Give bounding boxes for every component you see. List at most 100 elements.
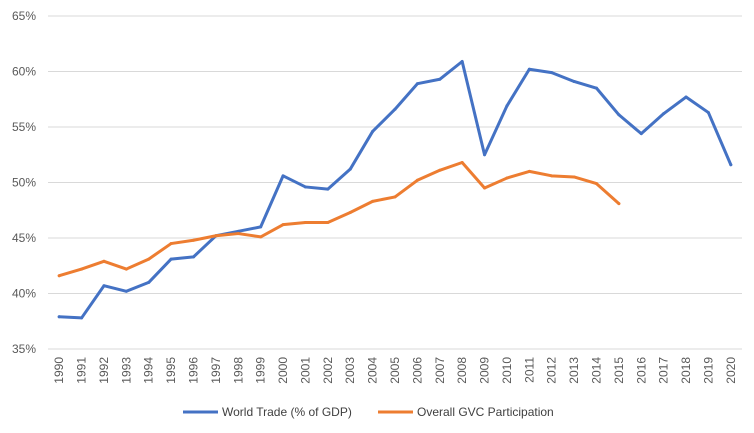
data-point	[617, 113, 621, 117]
data-point	[102, 284, 106, 288]
x-tick-label: 2015	[612, 357, 626, 384]
data-point	[326, 220, 330, 224]
data-point	[169, 242, 173, 246]
y-axis-ticks: 35% 40% 45% 50% 55% 60% 65%	[12, 9, 36, 356]
data-point	[729, 163, 733, 167]
data-point	[393, 195, 397, 199]
data-point	[281, 223, 285, 227]
data-point	[80, 267, 84, 271]
x-tick-label: 2000	[276, 357, 290, 384]
data-point	[169, 257, 173, 261]
x-tick-label: 2019	[701, 357, 715, 384]
x-tick-label: 2018	[679, 357, 693, 384]
data-point	[460, 161, 464, 165]
data-point	[281, 174, 285, 178]
data-point	[192, 255, 196, 259]
y-tick-label: 35%	[12, 342, 36, 356]
legend-label-gvc-participation: Overall GVC Participation	[417, 405, 554, 419]
data-point	[303, 220, 307, 224]
data-point	[684, 95, 688, 99]
series-line-world-trade	[57, 60, 733, 320]
x-tick-label: 1997	[209, 357, 223, 384]
x-tick-label: 2020	[724, 357, 738, 384]
data-point	[124, 267, 128, 271]
data-point	[147, 257, 151, 261]
data-point	[57, 315, 61, 319]
data-point	[505, 176, 509, 180]
data-point	[527, 67, 531, 71]
x-tick-label: 2004	[366, 357, 380, 384]
x-tick-label: 1996	[187, 357, 201, 384]
data-point	[415, 82, 419, 86]
data-point	[348, 167, 352, 171]
data-point	[550, 71, 554, 75]
x-tick-label: 2006	[410, 357, 424, 384]
y-tick-label: 50%	[12, 176, 36, 190]
data-point	[80, 316, 84, 320]
data-point	[706, 111, 710, 115]
data-point	[483, 153, 487, 157]
data-point	[483, 186, 487, 190]
data-point	[617, 202, 621, 206]
data-point	[438, 77, 442, 81]
x-axis-ticks: 1990 1991 1992 1993 1994 1995 1996 1997 1998 1999…	[52, 357, 738, 384]
y-tick-label: 65%	[12, 9, 36, 23]
data-point	[259, 235, 263, 239]
data-point	[348, 210, 352, 214]
x-tick-label: 1990	[52, 357, 66, 384]
data-point	[662, 112, 666, 116]
data-point	[393, 107, 397, 111]
x-tick-label: 1993	[119, 357, 133, 384]
data-point	[371, 129, 375, 133]
data-point	[572, 79, 576, 83]
data-point	[594, 86, 598, 90]
x-tick-label: 2003	[343, 357, 357, 384]
data-point	[57, 274, 61, 278]
data-point	[236, 229, 240, 233]
gridlines	[48, 15, 742, 350]
series-lines	[57, 60, 733, 320]
data-point	[572, 175, 576, 179]
data-point	[505, 104, 509, 108]
data-point	[214, 234, 218, 238]
x-tick-label: 1998	[231, 357, 245, 384]
data-point	[303, 185, 307, 189]
x-tick-label: 2016	[634, 357, 648, 384]
data-point	[192, 238, 196, 242]
data-point	[259, 225, 263, 229]
x-tick-label: 2011	[522, 357, 536, 383]
data-point	[527, 169, 531, 173]
data-point	[326, 187, 330, 191]
data-point	[147, 280, 151, 284]
data-point	[460, 60, 464, 64]
x-tick-label: 1994	[142, 357, 156, 384]
x-tick-label: 2008	[455, 357, 469, 384]
x-tick-label: 2014	[589, 357, 603, 384]
y-tick-label: 45%	[12, 231, 36, 245]
x-tick-label: 2013	[567, 357, 581, 384]
legend-label-world-trade: World Trade (% of GDP)	[222, 405, 352, 419]
data-point	[371, 199, 375, 203]
x-tick-label: 2007	[433, 357, 447, 384]
data-point	[415, 178, 419, 182]
x-tick-label: 2005	[388, 357, 402, 384]
legend: World Trade (% of GDP) Overall GVC Parti…	[183, 405, 554, 419]
data-point	[550, 174, 554, 178]
data-point	[438, 168, 442, 172]
data-point	[639, 132, 643, 136]
data-point	[102, 259, 106, 263]
x-tick-label: 1991	[75, 357, 89, 384]
y-tick-label: 55%	[12, 120, 36, 134]
data-point	[236, 232, 240, 236]
data-point	[594, 182, 598, 186]
y-tick-label: 40%	[12, 287, 36, 301]
series-line-gvc-participation	[57, 161, 621, 278]
x-tick-label: 2012	[545, 357, 559, 384]
x-tick-label: 2002	[321, 357, 335, 384]
x-tick-label: 1999	[254, 357, 268, 384]
x-tick-label: 1995	[164, 357, 178, 384]
x-tick-label: 2010	[500, 357, 514, 384]
data-point	[124, 289, 128, 293]
x-tick-label: 2001	[298, 357, 312, 384]
